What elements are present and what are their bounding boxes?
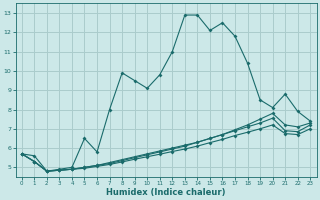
- X-axis label: Humidex (Indice chaleur): Humidex (Indice chaleur): [106, 188, 226, 197]
